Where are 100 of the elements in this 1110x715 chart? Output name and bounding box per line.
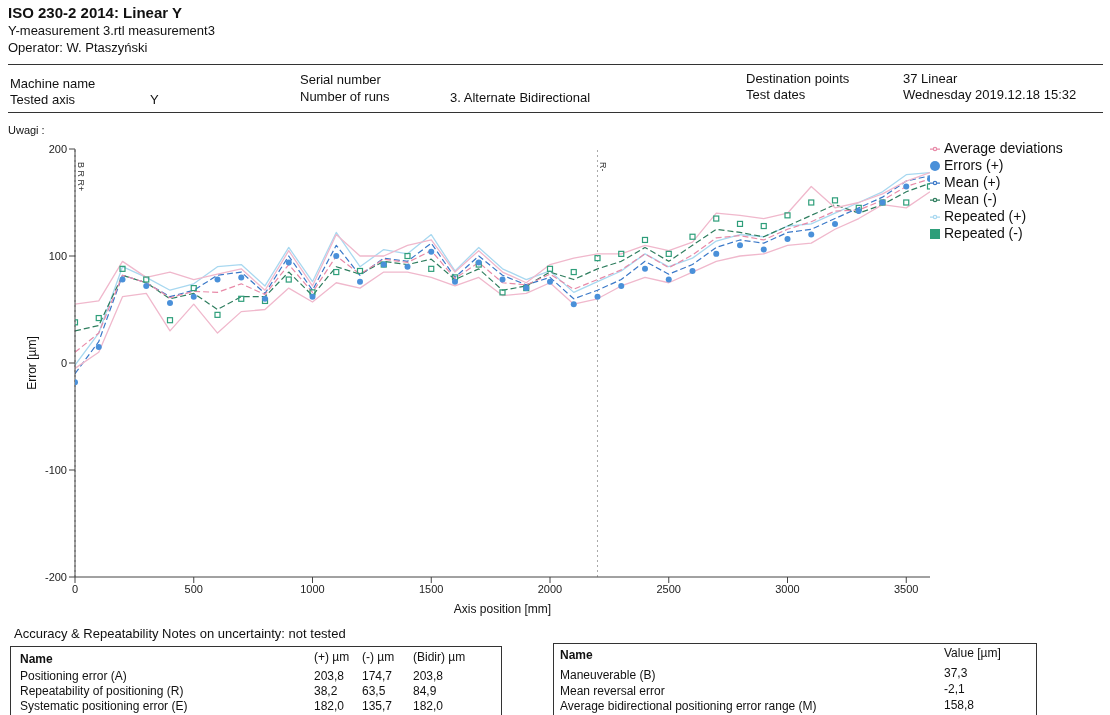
text: Positioning error (A)	[20, 669, 127, 683]
point	[309, 289, 316, 296]
x-tick-label: 0	[71, 582, 79, 595]
ref-line-label: B R R+	[75, 162, 86, 192]
text: (-) µm	[362, 650, 395, 664]
x-tick-label: 1000	[300, 582, 325, 595]
point	[642, 265, 648, 272]
point	[736, 220, 744, 227]
point	[190, 293, 197, 300]
point	[119, 265, 126, 272]
point	[238, 295, 245, 302]
text: 182,0	[413, 699, 444, 713]
point	[167, 300, 173, 307]
legend-label: Mean (-)	[944, 191, 997, 207]
text: 182,0	[314, 699, 345, 713]
text: Mean reversal error	[560, 684, 665, 698]
text: 37 Linear	[903, 71, 958, 86]
point	[760, 246, 767, 253]
y-tick-label: -200	[44, 570, 67, 583]
point	[641, 236, 649, 244]
text: (Bidir) µm	[413, 650, 466, 664]
text: Maneuverable (B)	[560, 668, 656, 682]
point	[547, 278, 553, 285]
y-tick-label: 200	[48, 142, 67, 155]
point	[452, 278, 458, 285]
point	[665, 276, 672, 283]
x-tick-label: 2500	[656, 582, 681, 595]
point	[499, 289, 506, 296]
text: Serial number	[300, 72, 381, 87]
point	[737, 242, 743, 249]
point	[214, 311, 221, 318]
text: Systematic positioning error (E)	[20, 699, 188, 713]
x-tick-label: 3500	[894, 582, 919, 595]
text: 135,7	[362, 699, 393, 713]
text: Name	[20, 652, 53, 666]
point	[689, 267, 696, 274]
point	[285, 259, 292, 266]
point	[119, 276, 126, 283]
point	[713, 215, 720, 222]
point	[570, 301, 577, 308]
point	[594, 293, 601, 300]
point	[333, 268, 340, 276]
text: Wednesday 2019.12.18 15:32	[903, 87, 1077, 102]
text: Number of runs	[300, 89, 390, 104]
text: 174,7	[362, 669, 393, 683]
y-tick-label: 0	[60, 356, 67, 369]
text: (+) µm	[314, 650, 350, 664]
point	[903, 199, 910, 206]
point	[855, 208, 862, 215]
text: 203,8	[314, 669, 345, 683]
legend-label: Repeated (+)	[944, 208, 1027, 224]
legend-label: Mean (+)	[944, 174, 1001, 190]
text: Operator: W. Ptaszyński	[8, 40, 148, 55]
point	[665, 250, 672, 257]
point	[808, 199, 815, 206]
y-tick-label: -100	[44, 463, 67, 476]
point	[546, 265, 554, 272]
ref-line-label: R-	[598, 162, 609, 172]
text: 203,8	[413, 669, 444, 683]
text: Machine name	[10, 76, 96, 91]
text: 84,9	[413, 684, 437, 698]
point	[784, 235, 791, 242]
point	[832, 220, 838, 227]
text: 3. Alternate Bidirectional	[450, 90, 591, 105]
point	[831, 197, 839, 204]
point	[808, 231, 815, 238]
y-axis-title: Error [µm]	[25, 336, 40, 390]
text: Name	[560, 648, 593, 662]
y-tick-label: 100	[48, 249, 67, 262]
point	[356, 267, 364, 275]
text: Uwagi :	[8, 124, 45, 136]
x-tick-label: 500	[184, 582, 203, 595]
text: Destination points	[746, 71, 850, 86]
point	[404, 263, 411, 270]
text: Average bidirectional positioning error range (M)	[560, 699, 817, 713]
point	[143, 282, 150, 289]
text: Accuracy & Repeatability Notes on uncertainty: not tested	[14, 626, 346, 641]
legend-label: Average deviations	[944, 140, 1063, 156]
text: 38,2	[314, 684, 338, 698]
point	[903, 183, 910, 190]
chart-subtitle: Y-measurement 3.rtl measurement3	[8, 23, 215, 38]
x-tick-label: 2000	[537, 582, 563, 595]
point	[428, 265, 435, 272]
legend-label: Repeated (-)	[944, 225, 1023, 241]
point	[357, 278, 363, 285]
text: Tested axis	[10, 92, 76, 107]
chart-title: ISO 230-2 2014: Linear Y	[8, 4, 182, 21]
point	[285, 276, 292, 283]
text: -2,1	[944, 682, 965, 696]
text: Repeatability of positioning (R)	[20, 684, 184, 698]
x-tick-label: 3000	[775, 582, 800, 595]
x-tick-label: 1500	[419, 582, 444, 595]
point	[309, 293, 316, 300]
point	[404, 252, 411, 260]
text: 37,3	[944, 666, 968, 680]
point	[451, 274, 459, 281]
point	[95, 343, 102, 350]
legend-label: Errors (+)	[944, 157, 1004, 173]
point	[618, 282, 625, 289]
point	[784, 212, 791, 219]
